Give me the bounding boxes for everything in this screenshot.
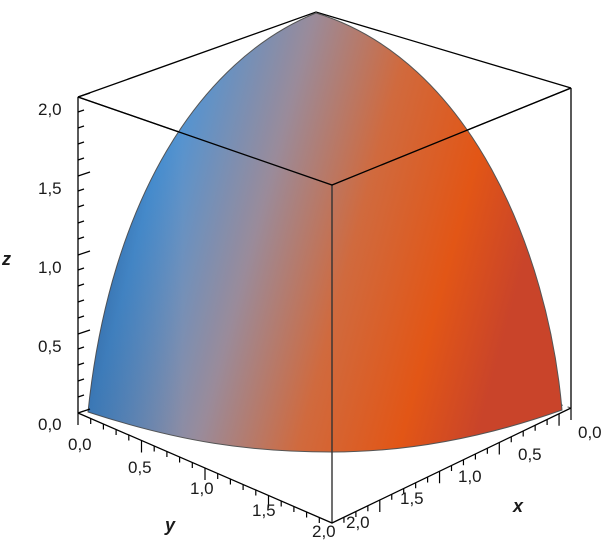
y-axis-title: y: [164, 515, 176, 535]
z-tick-label: 0,5: [38, 337, 62, 356]
x-axis-ticks: [343, 408, 572, 523]
z-tick-label: 0,0: [38, 415, 62, 434]
x-axis-title: x: [512, 496, 524, 516]
x-tick-label: 0,5: [518, 445, 542, 464]
y-tick-label: 2,0: [312, 522, 336, 541]
surface-shading: [88, 13, 562, 452]
y-tick-label: 1,5: [252, 501, 276, 520]
y-tick-label: 0,5: [128, 458, 152, 477]
y-tick-label: 0,0: [68, 435, 92, 454]
x-tick-label: 0,0: [578, 423, 602, 442]
z-tick-label: 2,0: [38, 100, 62, 119]
x-tick-label: 1,0: [458, 467, 482, 486]
z-tick-label: 1,0: [38, 258, 62, 277]
x-tick-label: 2,0: [346, 513, 370, 532]
x-tick-label: 1,5: [400, 489, 424, 508]
z-axis-ticks: [77, 92, 91, 414]
z-axis-title: z: [1, 249, 11, 269]
top-front-edges: [77, 87, 572, 186]
z-tick-label: 1,5: [38, 179, 62, 198]
base-front-edges: [77, 407, 572, 524]
y-axis-ticks: [77, 413, 320, 523]
y-tick-label: 1,0: [190, 479, 214, 498]
